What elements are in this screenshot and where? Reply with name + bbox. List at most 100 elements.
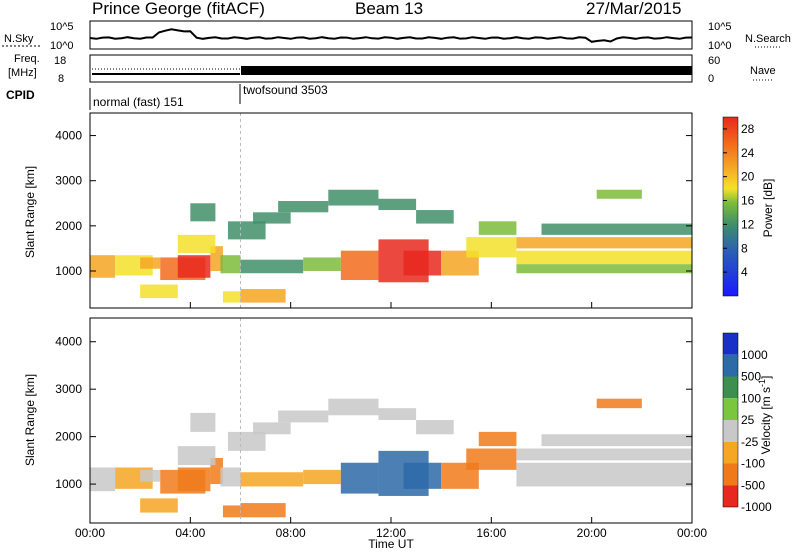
velocity-cell-7: [177, 446, 216, 466]
velocity-cbar-label-2: 100: [741, 391, 761, 405]
velocity-cbar-label-6: -500: [741, 478, 765, 492]
noise-panel: N.Sky 10^5 10^0 10^5 10^0 N.Search: [2, 20, 791, 52]
velocity-cell-9: [220, 467, 241, 487]
power-cell-26: [516, 237, 692, 249]
power-cbar-label-4: 20: [741, 170, 755, 184]
power-cell-25: [478, 221, 517, 235]
x-tick-label-6: 00:00: [677, 526, 707, 540]
power-cell-16: [378, 198, 417, 211]
velocity-cell-11: [240, 503, 286, 518]
velocity-cbar-block-5: [723, 441, 738, 464]
cpid-label: CPID: [6, 88, 35, 102]
power-cell-7: [177, 234, 216, 253]
x-axis-label: Time UT: [368, 537, 414, 551]
velocity-cbar-label-4: -25: [741, 435, 759, 449]
power-cell-11: [240, 289, 286, 303]
freq-tick-bottom: 8: [58, 73, 64, 85]
velocity-cell-25: [478, 431, 517, 447]
nave-label: Nave: [750, 65, 776, 77]
power-cell-30: [596, 189, 642, 199]
date-title: 27/Mar/2015: [586, 0, 681, 18]
velocity-cell-4: [177, 467, 211, 492]
freq-label-line2: [MHz]: [8, 67, 37, 79]
velocity-cell-8: [190, 412, 216, 432]
velocity-cbar-label-1: 500: [741, 370, 761, 384]
power-panel: 1000 2000 3000 4000 Slant Range [km] 4 8 12 16…: [23, 112, 775, 309]
velocity-cell-10: [222, 505, 241, 518]
velocity-cbar-block-3: [723, 398, 738, 420]
power-cell-10: [222, 291, 241, 303]
x-tick-label-5: 20:00: [577, 526, 607, 540]
velocity-cell-20: [340, 462, 379, 494]
power-ylabel: Slant Range [km]: [23, 166, 37, 258]
velocity-cell-24: [466, 448, 517, 470]
velocity-cbar-frame: [722, 332, 739, 508]
x-tick-label-1: 04:00: [175, 526, 205, 540]
velocity-cell-30: [596, 398, 642, 409]
noise-right-label: N.Search: [745, 33, 791, 45]
power-cell-27: [516, 250, 692, 265]
cpid-segment-2: twofsound 3503: [243, 83, 328, 97]
velocity-cell-2: [140, 469, 161, 482]
power-data: [90, 113, 692, 308]
station-title: Prince George (fitACF): [92, 0, 265, 18]
velocity-colorbar: [722, 332, 739, 508]
nave-block: [241, 66, 692, 75]
cpid-segment-1: normal (fast) 151: [93, 95, 184, 109]
velocity-cbar-block-7: [723, 485, 738, 507]
velocity-cell-27: [516, 462, 692, 477]
velocity-cell-18: [240, 472, 304, 487]
power-cell-24: [466, 237, 517, 258]
power-ytick-label-2: 3000: [55, 174, 82, 188]
x-axis-ticks: 00:00 04:00 08:00 12:00 16:00 20:00 00:00: [75, 302, 707, 540]
velocity-yticks: 1000 2000 3000 4000: [55, 335, 692, 491]
velocity-cell-28: [516, 476, 692, 487]
x-tick-label-4: 16:00: [476, 526, 506, 540]
power-cell-19: [303, 257, 341, 271]
power-cell-14: [278, 201, 329, 213]
velocity-cell-13: [253, 422, 291, 435]
power-ytick-label-1: 2000: [55, 219, 82, 233]
velocity-cbar-block-0: [723, 333, 738, 355]
power-cell-9: [220, 255, 241, 274]
velocity-cell-22: [403, 462, 442, 489]
velocity-cell-17: [416, 420, 454, 435]
velocity-cell-15: [328, 398, 379, 416]
power-cell-4: [177, 255, 211, 278]
velocity-cell-19: [303, 469, 341, 485]
x-tick-label-2: 08:00: [276, 526, 306, 540]
velocity-ytick-label-0: 1000: [55, 477, 82, 491]
power-cell-28: [516, 264, 692, 274]
power-cbar-label-1: 8: [741, 241, 748, 255]
noise-panel-frame: [89, 20, 693, 50]
noise-left-tick-bottom: 10^0: [50, 40, 74, 52]
power-cell-13: [253, 212, 291, 224]
velocity-cbar-label-0: 1000: [741, 348, 768, 362]
power-cell-20: [340, 250, 379, 281]
velocity-ytick-label-1: 2000: [55, 430, 82, 444]
power-cell-0: [90, 255, 116, 278]
cpid-panel: CPID normal (fast) 151 twofsound 3503: [6, 83, 328, 110]
x-tick-label-3: 12:00: [376, 526, 406, 540]
velocity-cbar-block-2: [723, 376, 738, 399]
noise-right-tick-bottom: 10^0: [708, 40, 732, 52]
power-cbar-label-5: 24: [741, 146, 755, 160]
velocity-cell-6: [140, 498, 178, 513]
power-cell-2: [140, 257, 161, 269]
beam-title: Beam 13: [355, 0, 423, 18]
x-tick-label-0: 00:00: [75, 526, 105, 540]
power-cell-18: [240, 259, 304, 274]
power-cell-12: [227, 221, 266, 240]
noise-left-tick-top: 10^5: [50, 21, 74, 33]
velocity-cell-12: [227, 431, 266, 451]
velocity-colorbar-label: Velocity [m s-1]: [757, 376, 773, 455]
velocity-cbar-block-1: [723, 354, 738, 377]
power-ytick-label-0: 1000: [55, 264, 82, 278]
power-cell-15: [328, 189, 379, 206]
power-colorbar-label: Power [dB]: [761, 179, 775, 238]
velocity-cbar-label-7: -1000: [741, 500, 772, 514]
power-cell-6: [140, 284, 178, 299]
velocity-cbar-block-4: [723, 420, 738, 442]
velocity-cell-26: [516, 448, 692, 461]
power-ytick-label-3: 4000: [55, 129, 82, 143]
